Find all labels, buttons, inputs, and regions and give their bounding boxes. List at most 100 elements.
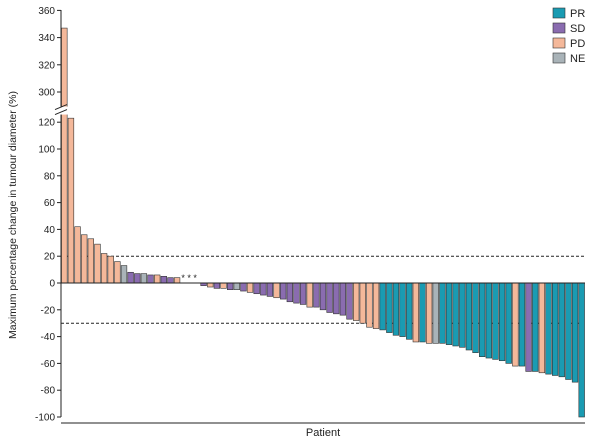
- bar-PR-62: [472, 282, 479, 353]
- bar-PD-17: [173, 277, 181, 284]
- x-axis-label: Patient: [306, 427, 340, 439]
- bar-NE-12: [140, 273, 148, 284]
- y-tick-label-2: 320: [38, 60, 55, 71]
- y-tick-label-13: -60: [41, 359, 56, 370]
- bar-NE-26: [233, 282, 240, 290]
- bar-SD-70: [525, 282, 532, 372]
- bar-PD-72: [538, 282, 546, 374]
- y-tick-label-3: 300: [38, 88, 55, 99]
- bar-SD-35: [293, 282, 300, 304]
- bar-SD-25: [226, 282, 234, 290]
- bar-SD-39: [319, 282, 327, 311]
- bar-PR-73: [545, 282, 552, 375]
- bar-SD-11: [134, 273, 141, 284]
- bar-PD-14: [154, 274, 161, 284]
- y-tick-label-9: 20: [44, 252, 56, 263]
- bar-PR-74: [551, 282, 559, 376]
- y-tick-label-10: 0: [49, 279, 55, 290]
- bar-PR-59: [452, 282, 459, 347]
- bar-PR-60: [459, 282, 466, 348]
- y-tick-label-6: 80: [44, 171, 56, 182]
- bar-PR-78: [578, 282, 585, 418]
- bar-PR-57: [439, 282, 446, 344]
- bar-NE-56: [432, 282, 439, 344]
- bar-SD-36: [299, 282, 307, 305]
- bar-PD-6: [100, 253, 108, 284]
- axis-break-slash-2: [54, 109, 68, 116]
- bar-PR-63: [479, 282, 486, 357]
- bar-SD-43: [346, 282, 353, 320]
- bar-PD-45: [359, 282, 366, 324]
- bar-PR-65: [492, 282, 499, 360]
- legend-label-PR: PR: [570, 8, 585, 20]
- bar-PD-28: [246, 282, 254, 293]
- bar-SD-41: [333, 282, 340, 315]
- bar-PR-48: [379, 282, 386, 331]
- bar-PD-8: [114, 261, 121, 284]
- legend-label-PD: PD: [570, 38, 585, 50]
- legend: PR SD PD NE: [552, 7, 585, 65]
- bar-PD-0: [61, 27, 68, 284]
- bar-PD-22: [207, 282, 214, 288]
- bar-PD-47: [372, 282, 380, 329]
- bar-SD-13: [147, 274, 154, 284]
- bar-PD-44: [353, 282, 360, 321]
- y-tick-label-1: 340: [38, 33, 55, 44]
- axis-break-marker: [54, 104, 68, 116]
- bar-SD-10: [127, 271, 134, 284]
- bar-PR-71: [532, 282, 539, 372]
- bar-PD-4: [87, 238, 94, 284]
- asterisk-annotation: * * *: [181, 273, 197, 283]
- bar-SD-38: [313, 282, 320, 308]
- bar-PD-37: [306, 282, 313, 308]
- bar-PD-24: [220, 282, 227, 289]
- bar-PD-68: [512, 282, 519, 367]
- y-axis: [60, 10, 585, 424]
- y-tick-label-14: -80: [41, 386, 56, 397]
- bar-SD-31: [266, 282, 274, 297]
- y-tick-label-5: 100: [38, 145, 55, 156]
- bar-NE-9: [120, 265, 128, 284]
- y-tick-label-15: -100: [35, 413, 55, 424]
- y-ticks: 360 340 320 300 120 100 80 60 40 20 0 -20 -40 -60 -80 -…: [35, 6, 61, 424]
- bar-PR-67: [505, 282, 512, 364]
- y-tick-label-4: 120: [38, 118, 55, 129]
- bar-PD-46: [366, 282, 373, 328]
- legend-swatch-NE: [552, 52, 566, 64]
- bar-PD-53: [412, 282, 420, 343]
- bar-SD-40: [326, 282, 333, 313]
- bar-PR-50: [392, 282, 400, 336]
- legend-label-NE: NE: [570, 53, 585, 65]
- bar-PD-32: [273, 282, 280, 299]
- legend-swatch-PD: [552, 37, 566, 49]
- y-tick-label-7: 60: [44, 198, 56, 209]
- bar-SD-30: [260, 282, 267, 296]
- bar-SD-29: [253, 282, 260, 295]
- bar-PR-52: [406, 282, 413, 340]
- bar-PR-77: [571, 282, 579, 383]
- bar-PR-54: [419, 282, 426, 343]
- bar-PR-69: [518, 282, 526, 367]
- bar-PD-55: [425, 282, 433, 344]
- y-axis-label: Maximum percentage change in tumour diam…: [7, 91, 19, 339]
- bar-SD-27: [240, 282, 247, 292]
- legend-swatch-PR: [552, 7, 566, 19]
- y-tick-label-12: -40: [41, 332, 56, 343]
- bar-PR-64: [485, 282, 492, 359]
- bar-SD-23: [213, 282, 221, 289]
- bars: [61, 27, 585, 418]
- bar-SD-33: [280, 282, 287, 300]
- y-tick-label-0: 360: [38, 6, 55, 17]
- bar-SD-16: [167, 277, 174, 284]
- bar-PR-75: [558, 282, 565, 378]
- axis-break-slash-1: [54, 104, 68, 111]
- bar-PD-1: [67, 117, 75, 284]
- bar-PR-76: [565, 282, 572, 380]
- bar-PR-51: [399, 282, 406, 337]
- bar-SD-15: [160, 275, 167, 284]
- axis-break-gap: [54, 106, 68, 115]
- bar-PD-3: [81, 234, 88, 284]
- legend-label-SD: SD: [570, 23, 585, 35]
- bar-PR-58: [445, 282, 453, 345]
